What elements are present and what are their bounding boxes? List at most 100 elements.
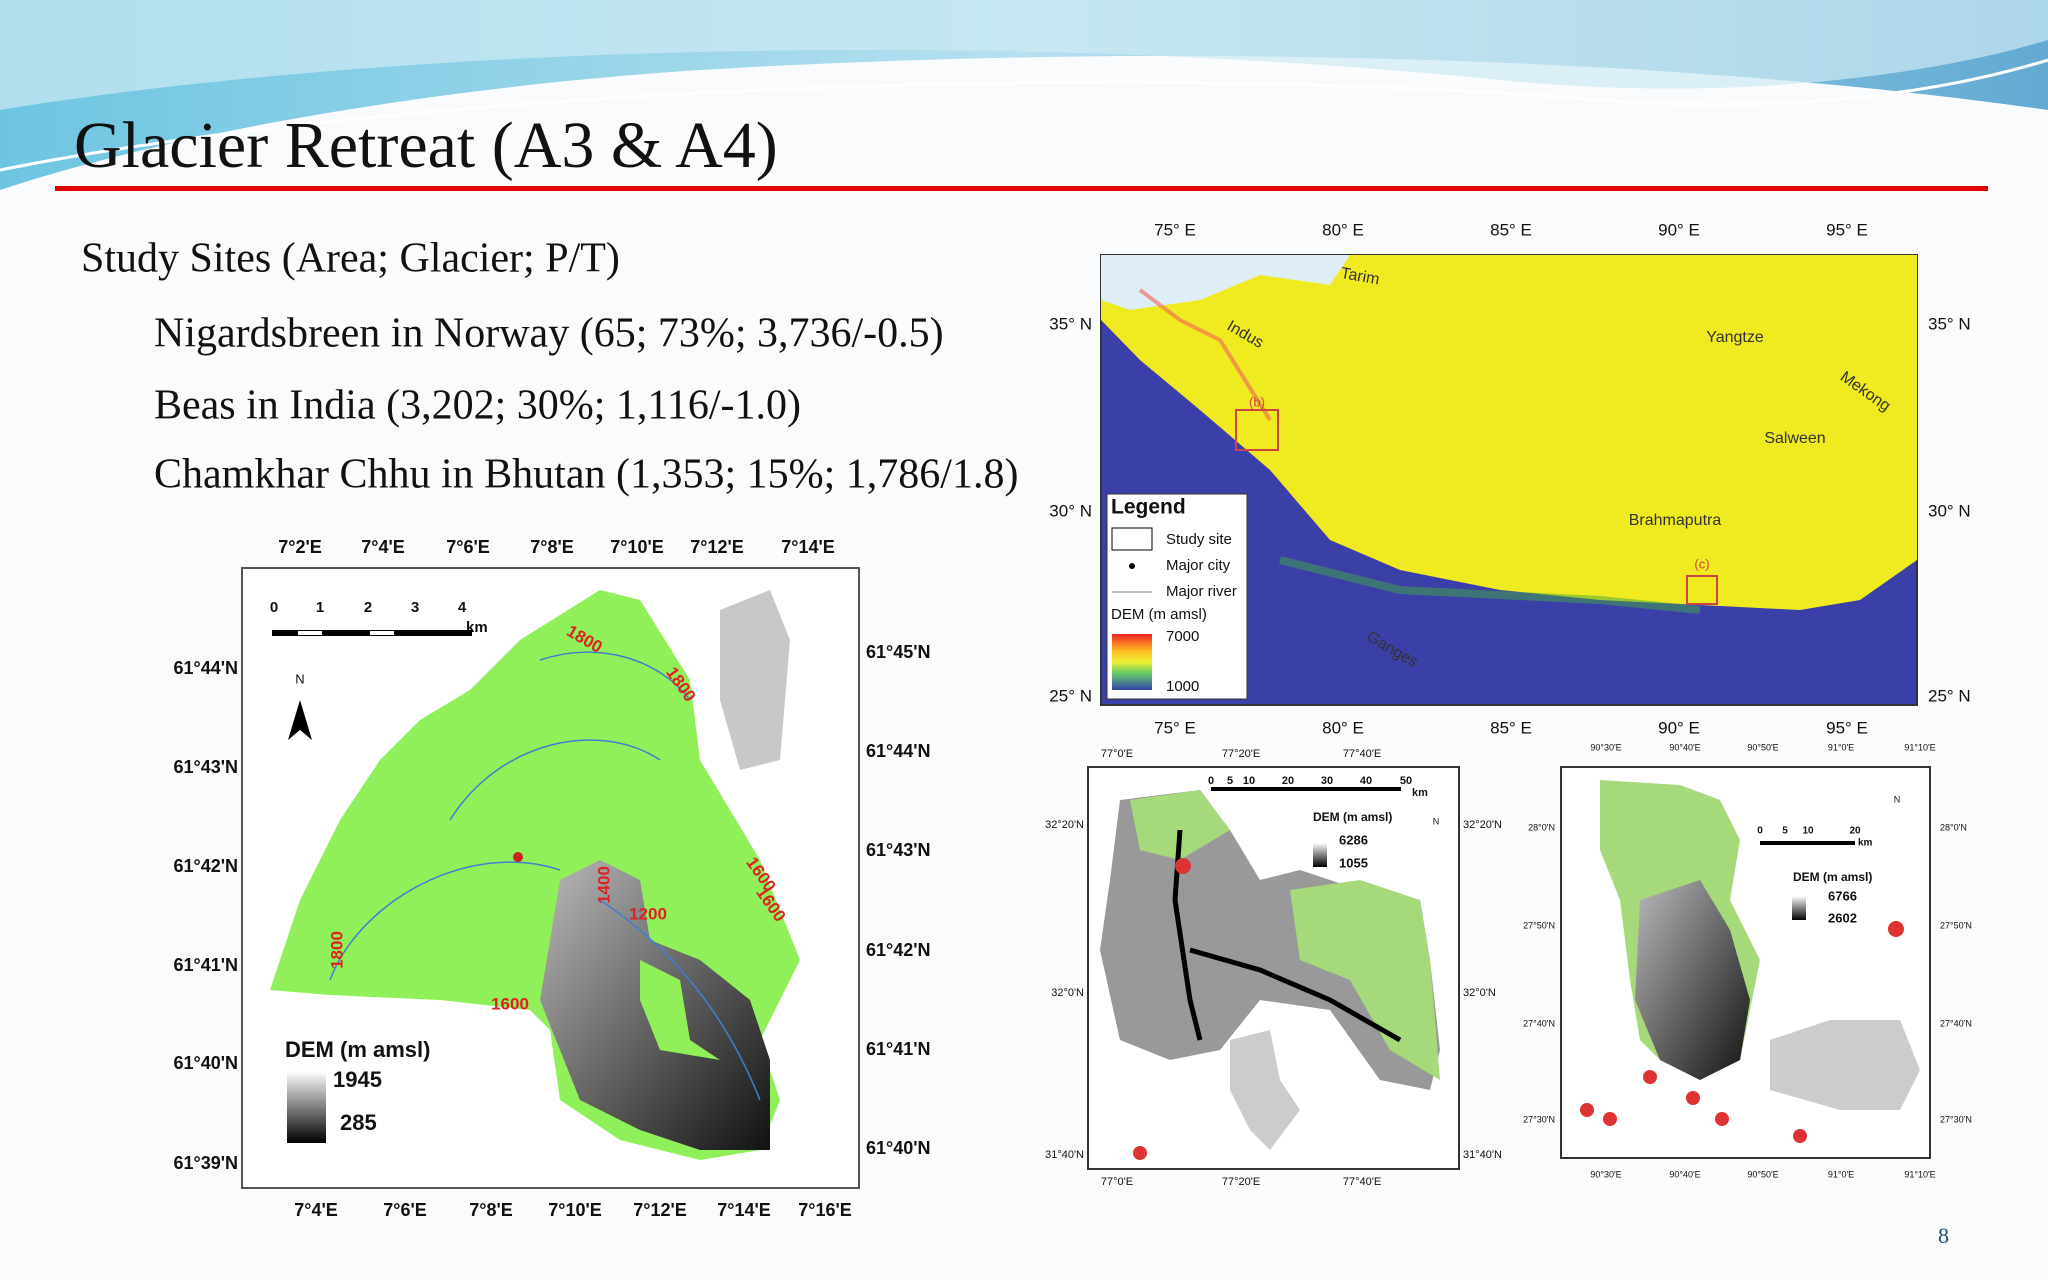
study-site-item: Beas in India (3,202; 30%; 1,116/-1.0)	[154, 383, 801, 429]
scale-label: 10	[1243, 775, 1255, 787]
longitude-label: 7°8'E	[469, 1200, 513, 1220]
longitude-label: 90° E	[1658, 220, 1700, 239]
longitude-label: 7°16'E	[798, 1200, 852, 1220]
longitude-label: 90°30'E	[1590, 742, 1621, 752]
river-label: Brahmaputra	[1629, 512, 1722, 529]
contour-label: 1400	[594, 866, 613, 904]
scale-label: 50	[1400, 775, 1412, 787]
north-arrow: N	[295, 671, 304, 686]
latitude-label: 61°40'N	[173, 1053, 238, 1073]
legend-value: 1945	[333, 1067, 382, 1092]
legend-title: DEM (m amsl)	[1793, 870, 1872, 884]
longitude-label: 7°6'E	[383, 1200, 427, 1220]
scale-label: 10	[1802, 826, 1814, 837]
legend-entry: Major river	[1166, 583, 1237, 600]
north-arrow: N	[1433, 816, 1440, 826]
longitude-label: 85° E	[1490, 718, 1532, 737]
longitude-label: 90° E	[1658, 718, 1700, 737]
latitude-label: 27°40'N	[1940, 1018, 1972, 1028]
river-label: Yangtze	[1706, 329, 1764, 346]
latitude-label: 27°50'N	[1940, 920, 1972, 930]
latitude-label: 28°0'N	[1528, 822, 1555, 832]
scale-label: km	[1858, 838, 1873, 849]
contour-label: 1200	[629, 904, 667, 923]
longitude-label: 90°50'E	[1747, 742, 1778, 752]
legend-title: DEM (m amsl)	[1313, 810, 1392, 824]
latitude-label: 32°0'N	[1463, 987, 1496, 999]
latitude-label: 27°30'N	[1523, 1114, 1555, 1124]
study-site-item: Chamkhar Chhu in Bhutan (1,353; 15%; 1,7…	[154, 452, 1018, 498]
scale-label: 4	[458, 599, 467, 616]
longitude-label: 75° E	[1154, 220, 1196, 239]
longitude-label: 91°10'E	[1904, 742, 1935, 752]
scale-label: 1	[316, 599, 324, 616]
legend-entry: Study site	[1166, 531, 1232, 548]
scale-label: km	[466, 619, 488, 636]
scale-label: 0	[270, 599, 278, 616]
longitude-label: 90°40'E	[1669, 742, 1700, 752]
scale-label: 20	[1282, 775, 1294, 787]
legend-entry: DEM (m amsl)	[1111, 606, 1207, 623]
longitude-label: 90°50'E	[1747, 1169, 1778, 1179]
longitude-label: 75° E	[1154, 718, 1196, 737]
latitude-label: 27°40'N	[1523, 1018, 1555, 1028]
latitude-label: 30° N	[1049, 501, 1092, 520]
scale-label: 30	[1321, 775, 1333, 787]
longitude-label: 7°12'E	[633, 1200, 687, 1220]
river-label: Tarim	[1339, 265, 1380, 289]
longitude-label: 7°6'E	[446, 537, 490, 557]
longitude-label: 90°40'E	[1669, 1169, 1700, 1179]
longitude-label: 7°12'E	[690, 537, 744, 557]
latitude-label: 61°42'N	[173, 856, 238, 876]
contour-label: 1600	[491, 994, 529, 1013]
longitude-label: 7°14'E	[781, 537, 835, 557]
longitude-label: 77°20'E	[1222, 748, 1260, 760]
latitude-label: 27°50'N	[1523, 920, 1555, 930]
latitude-label: 25° N	[1928, 686, 1971, 705]
longitude-label: 7°14'E	[717, 1200, 771, 1220]
longitude-label: 77°0'E	[1101, 748, 1133, 760]
longitude-label: 7°4'E	[361, 537, 405, 557]
longitude-label: 77°20'E	[1222, 1176, 1260, 1188]
longitude-label: 90°30'E	[1590, 1169, 1621, 1179]
longitude-label: 7°4'E	[294, 1200, 338, 1220]
legend-value: 1000	[1166, 678, 1199, 695]
river-label: Salween	[1764, 430, 1825, 447]
longitude-label: 91°0'E	[1828, 1169, 1854, 1179]
scale-label: 5	[1782, 826, 1788, 837]
beas-map	[1087, 766, 1460, 1170]
asia-map	[1100, 254, 1918, 706]
longitude-label: 95° E	[1826, 718, 1868, 737]
legend-value: 2602	[1828, 910, 1857, 925]
scale-label: 40	[1360, 775, 1372, 787]
scale-label: 0	[1757, 826, 1763, 837]
legend-value: 6286	[1339, 832, 1368, 847]
longitude-label: 80° E	[1322, 220, 1364, 239]
legend-value: 7000	[1166, 628, 1199, 645]
longitude-label: 7°8'E	[530, 537, 574, 557]
latitude-label: 32°20'N	[1045, 819, 1084, 831]
latitude-label: 31°40'N	[1463, 1149, 1502, 1161]
latitude-label: 61°44'N	[866, 741, 931, 761]
latitude-label: 25° N	[1049, 686, 1092, 705]
site-label: (b)	[1249, 394, 1265, 409]
latitude-label: 30° N	[1928, 501, 1971, 520]
legend-value: 1055	[1339, 855, 1368, 870]
latitude-label: 35° N	[1049, 314, 1092, 333]
latitude-label: 61°39'N	[173, 1153, 238, 1173]
legend-title: DEM (m amsl)	[285, 1037, 430, 1062]
page-number: 8	[1938, 1223, 1949, 1248]
slide-title: Glacier Retreat (A3 & A4)	[74, 109, 778, 182]
contour-label: 1800	[327, 931, 346, 969]
latitude-label: 61°43'N	[866, 840, 931, 860]
study-site-item: Nigardsbreen in Norway (65; 73%; 3,736/-…	[154, 311, 944, 357]
latitude-label: 61°40'N	[866, 1138, 931, 1158]
scale-label: 3	[411, 599, 419, 616]
latitude-label: 61°42'N	[866, 940, 931, 960]
latitude-label: 61°41'N	[173, 955, 238, 975]
scale-label: 2	[364, 599, 372, 616]
longitude-label: 80° E	[1322, 718, 1364, 737]
scale-label: 5	[1227, 775, 1233, 787]
